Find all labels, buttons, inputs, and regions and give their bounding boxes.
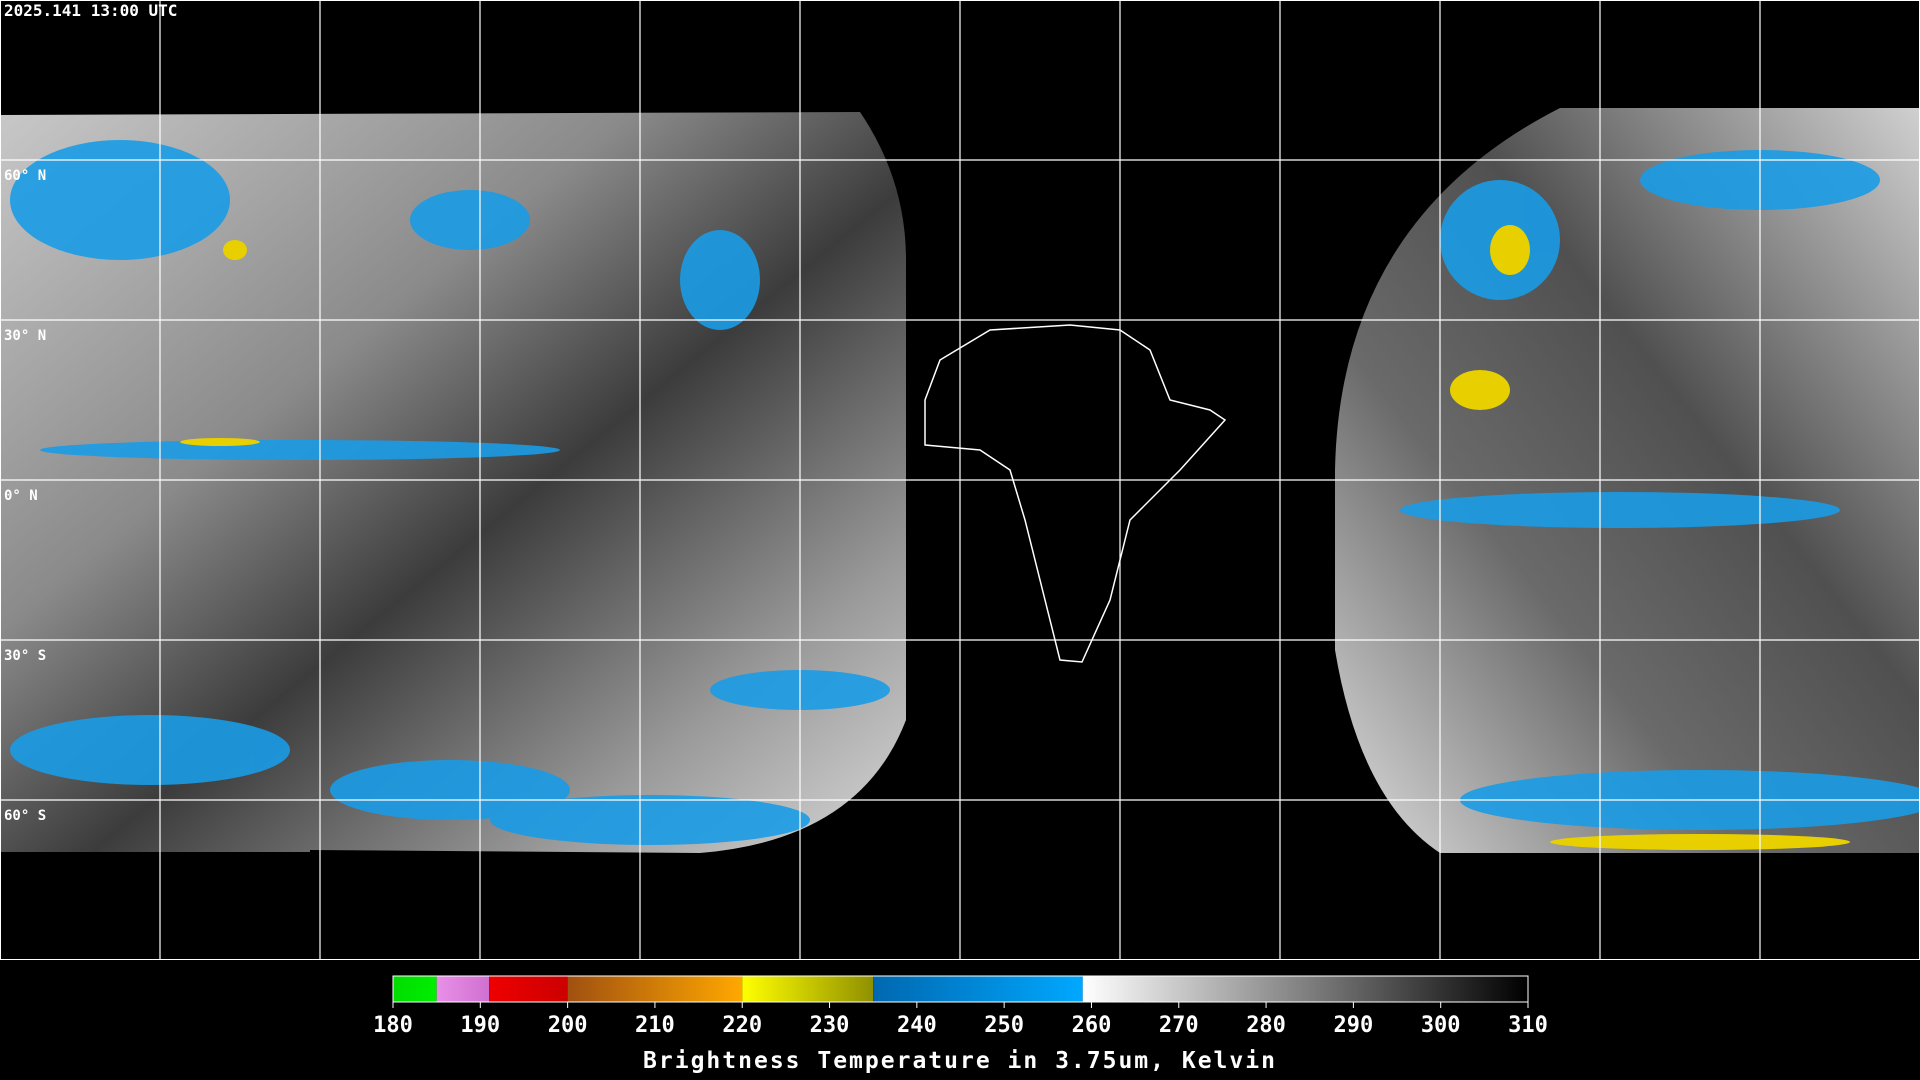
colorbar-tick-label: 250 bbox=[984, 1013, 1024, 1038]
lat-label: 0° N bbox=[4, 488, 38, 504]
lat-label: 60° S bbox=[4, 808, 46, 824]
colorbar-tick-label: 220 bbox=[722, 1013, 762, 1038]
colorbar-title: Brightness Temperature in 3.75um, Kelvin bbox=[643, 1048, 1277, 1074]
lat-label: 30° S bbox=[4, 648, 46, 664]
lat-label: 60° N bbox=[4, 168, 46, 184]
colorbar-tick-label: 300 bbox=[1421, 1013, 1461, 1038]
colorbar-tick-label: 180 bbox=[373, 1013, 413, 1038]
colorbar-segment bbox=[873, 976, 1083, 1002]
lat-labels: 60° N 30° N 0° N 30° S 60° S bbox=[4, 168, 46, 824]
colorbar-tick-label: 310 bbox=[1508, 1013, 1548, 1038]
colorbar-segment bbox=[567, 976, 743, 1002]
very-cold-clouds bbox=[180, 225, 1850, 850]
imagery-west bbox=[0, 112, 906, 853]
colorbar-tick-label: 230 bbox=[810, 1013, 850, 1038]
colorbar-tick-label: 190 bbox=[460, 1013, 500, 1038]
colorbar-segment bbox=[1082, 976, 1528, 1002]
colorbar-tick-label: 280 bbox=[1246, 1013, 1286, 1038]
colorbar: 180 190 200 210 220 230 240 250 260 270 280 290 300 3… bbox=[373, 975, 1548, 1038]
colorbar-tick-label: 260 bbox=[1072, 1013, 1112, 1038]
colorbar-tick-label: 240 bbox=[897, 1013, 937, 1038]
colorbar-tick-label: 200 bbox=[548, 1013, 588, 1038]
colorbar-segment bbox=[489, 976, 568, 1002]
colorbar-frame bbox=[392, 975, 1529, 1003]
colorbar-segment bbox=[393, 976, 437, 1002]
lat-label: 30° N bbox=[4, 328, 46, 344]
colorbar-segment bbox=[742, 976, 874, 1002]
colorbar-tick-label: 210 bbox=[635, 1013, 675, 1038]
colorbar-tick-label: 290 bbox=[1334, 1013, 1374, 1038]
timestamp: 2025.141 13:00 UTC bbox=[4, 1, 177, 20]
colorbar-segment bbox=[436, 976, 490, 1002]
colorbar-tick-label: 270 bbox=[1159, 1013, 1199, 1038]
imagery bbox=[0, 108, 1920, 853]
graticule bbox=[0, 0, 1920, 960]
coastline bbox=[924, 324, 1227, 663]
